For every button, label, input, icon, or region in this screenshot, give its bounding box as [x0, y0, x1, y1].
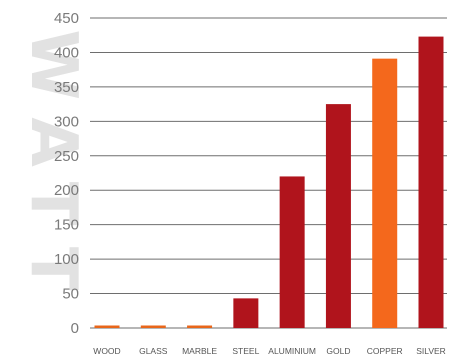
- x-axis: WOOD GLASS MARBLE STEEL ALUMINIUM GOLD COPPER S…: [93, 346, 446, 356]
- watermark: WATT: [16, 29, 90, 310]
- bar-copper: [372, 58, 398, 329]
- y-tick-label: 450: [54, 10, 79, 27]
- bar-silver: [418, 36, 444, 328]
- x-tick-label: WOOD: [93, 346, 120, 356]
- x-tick-label: MARBLE: [182, 346, 217, 356]
- bar-wood: [94, 325, 120, 328]
- bar-gold: [325, 104, 351, 328]
- y-tick-label: 200: [54, 182, 79, 199]
- bar-steel: [233, 298, 259, 328]
- x-tick-label: GOLD: [326, 346, 350, 356]
- y-tick-label: 250: [54, 148, 79, 165]
- grid: [90, 17, 447, 329]
- x-tick-label: STEEL: [232, 346, 259, 356]
- y-tick-label: 150: [54, 217, 79, 234]
- x-tick-label: COPPER: [367, 346, 403, 356]
- bars: [94, 36, 444, 329]
- x-tick-label: ALUMINIUM: [268, 346, 316, 356]
- y-tick-label: 400: [54, 44, 79, 61]
- x-tick-label: SILVER: [416, 346, 446, 356]
- y-tick-label: 300: [54, 113, 79, 130]
- y-tick-label: 350: [54, 79, 79, 96]
- y-tick-label: 50: [62, 286, 79, 303]
- bar-glass: [140, 325, 166, 328]
- bar-aluminium: [279, 176, 305, 328]
- y-tick-label: 100: [54, 251, 79, 268]
- y-tick-label: 0: [71, 320, 79, 337]
- y-axis: 0 50 100 150 200 250 300 350 400 450: [54, 10, 79, 337]
- bar-marble: [187, 325, 213, 328]
- x-tick-label: GLASS: [139, 346, 168, 356]
